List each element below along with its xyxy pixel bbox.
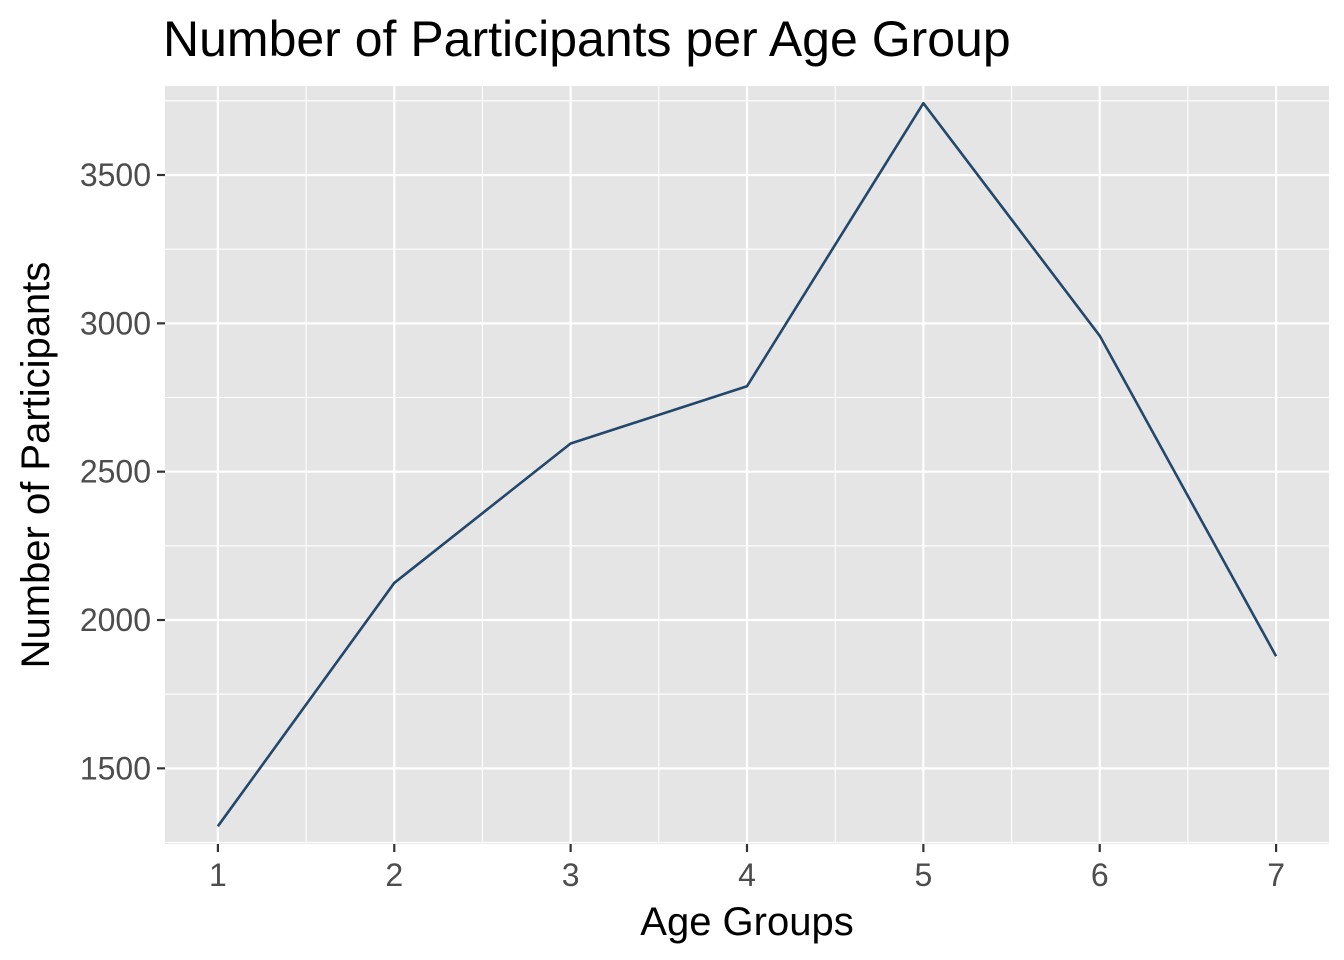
x-tick-label: 6 [1091,857,1109,893]
x-tick-label: 1 [209,857,227,893]
x-axis-label: Age Groups [640,900,853,944]
x-tick-label: 2 [385,857,403,893]
grid [165,86,1329,844]
y-tick-label: 2500 [80,454,151,490]
y-tick-label: 1500 [80,750,151,786]
series-layer [216,101,1278,827]
x-tick-label: 7 [1267,857,1285,893]
x-tick-label: 3 [562,857,580,893]
tick-labels: 1 2 3 4 5 6 7 1500 2000 2500 3000 3500 [80,157,1285,893]
x-tick-label: 4 [738,857,756,893]
x-tick-label: 5 [914,857,932,893]
series-line [216,101,1278,827]
axis-ticks [157,173,1278,852]
y-tick-label: 3000 [80,305,151,341]
chart-title: Number of Participants per Age Group [163,11,1011,67]
y-axis-label: Number of Participants [14,262,58,669]
y-tick-label: 2000 [80,602,151,638]
y-tick-label: 3500 [80,157,151,193]
